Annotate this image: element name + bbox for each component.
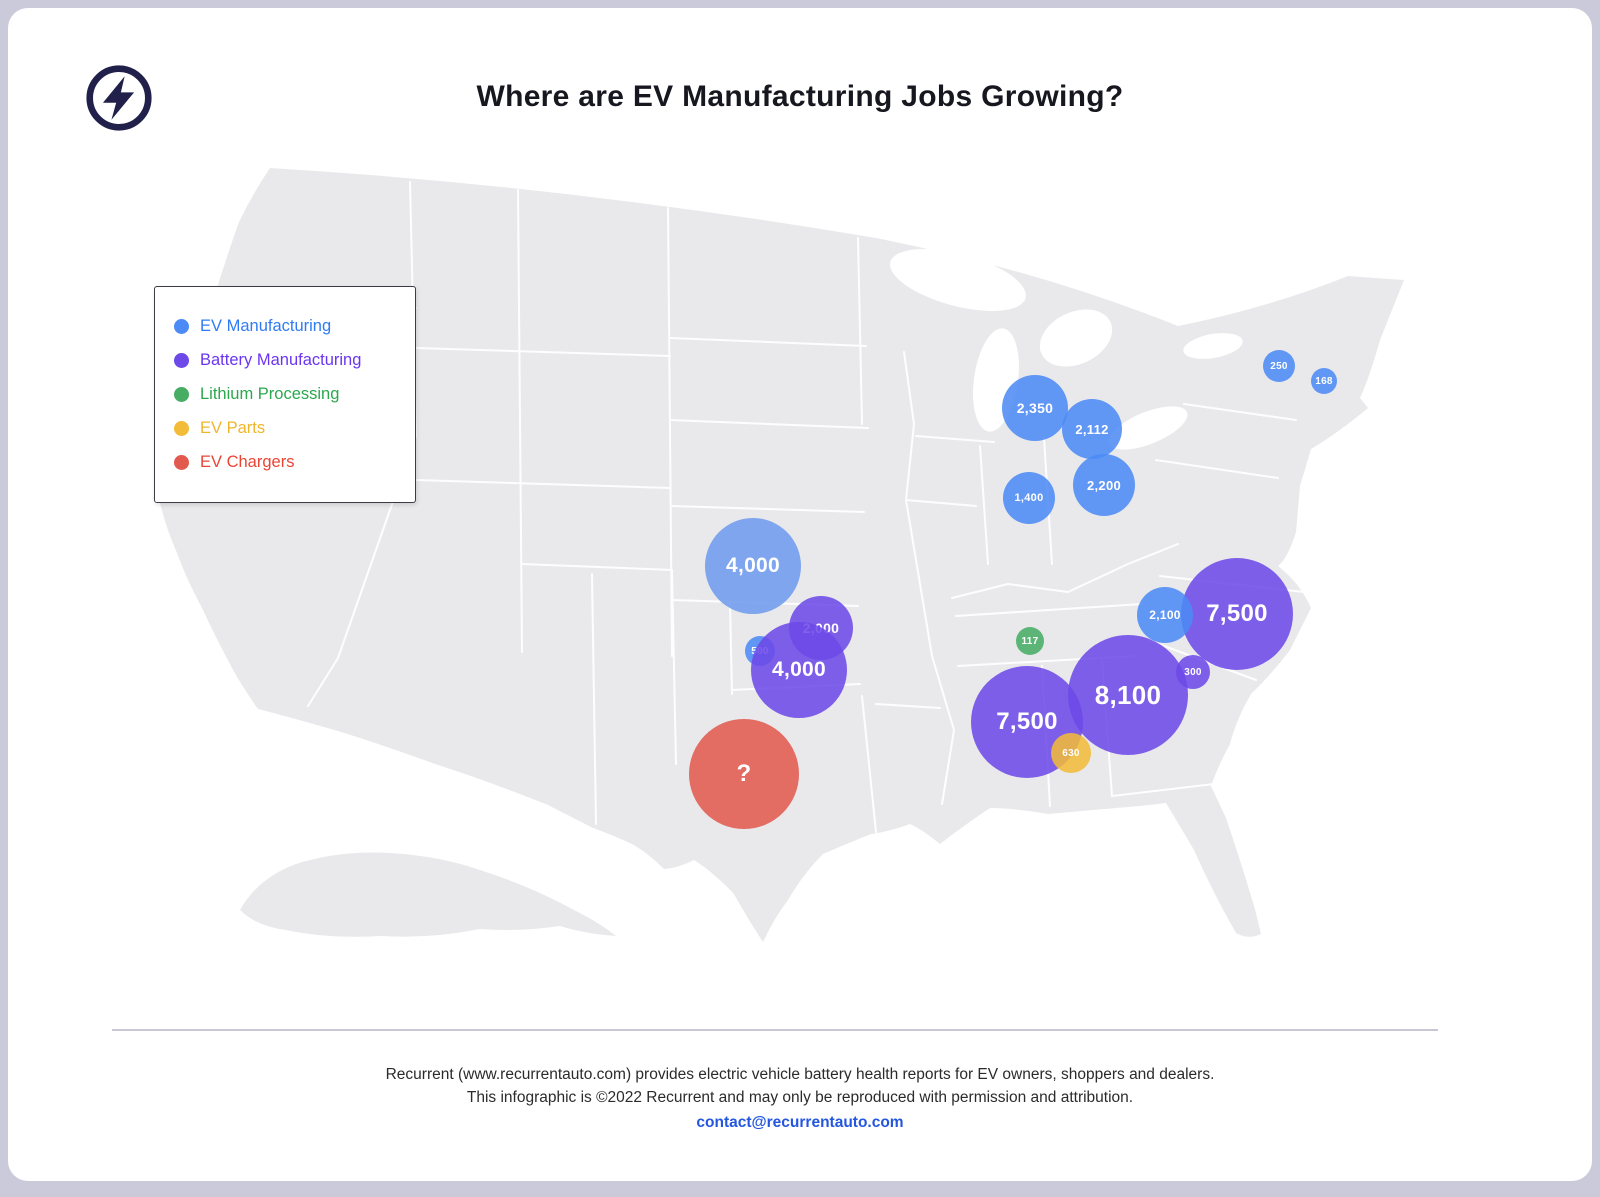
- bubble-ev_manufacturing: 168: [1311, 368, 1337, 394]
- infographic-card: Where are EV Manufacturing Jobs Growing?: [8, 8, 1592, 1181]
- bubble-value: 8,100: [1094, 679, 1162, 710]
- legend-label: Lithium Processing: [200, 385, 340, 403]
- bubble-value: 2,200: [1086, 477, 1122, 493]
- ev_parts-dot-icon: [174, 421, 189, 436]
- bubble-value: 4,000: [771, 658, 827, 681]
- contact-email-link[interactable]: contact@recurrentauto.com: [696, 1114, 904, 1131]
- bubble-value: 7,500: [1206, 600, 1268, 627]
- bubble-value: 300: [1184, 666, 1202, 678]
- lithium_processing-dot-icon: [174, 387, 189, 402]
- page-title: Where are EV Manufacturing Jobs Growing?: [476, 80, 1124, 113]
- bubble-ev_manufacturing: 4,000: [705, 518, 801, 614]
- legend-items: EV Manufacturing Battery Manufacturing Lit…: [174, 314, 396, 475]
- bubble-value: 250: [1270, 360, 1288, 372]
- footer-line-1: Recurrent (www.recurrentauto.com) provid…: [385, 1066, 1215, 1083]
- bubble-layer: 2,3502,1122,2001,4002501684,0005002,0004…: [8, 8, 1592, 1181]
- legend: EV Manufacturing Battery Manufacturing Lit…: [154, 286, 416, 503]
- legend-label: Battery Manufacturing: [200, 351, 362, 369]
- legend-item-lithium_processing: Lithium Processing: [174, 382, 396, 407]
- ev_chargers-dot-icon: [174, 455, 189, 470]
- battery_manufacturing-dot-icon: [174, 353, 189, 368]
- bubble-ev_manufacturing: 2,350: [1002, 375, 1068, 441]
- bubble-value: 4,000: [725, 554, 781, 577]
- bubble-ev_manufacturing: 250: [1263, 350, 1295, 382]
- bubble-value: 168: [1315, 375, 1333, 387]
- legend-label: EV Chargers: [200, 453, 295, 471]
- footer-divider: [112, 1029, 1438, 1031]
- bubble-ev_chargers: ?: [689, 719, 799, 829]
- bubble-value: ?: [736, 760, 752, 787]
- bubble-value: 2,350: [1016, 400, 1054, 416]
- bubble-value: 1,400: [1014, 492, 1044, 504]
- bubble-value: 630: [1062, 747, 1080, 759]
- recurrent-logo: [85, 64, 153, 132]
- bubble-battery_manufacturing: 7,500: [1181, 558, 1293, 670]
- bubble-lithium_processing: 117: [1016, 627, 1044, 655]
- bubble-value: 2,112: [1075, 421, 1109, 437]
- ev_manufacturing-dot-icon: [174, 319, 189, 334]
- bubble-battery_manufacturing: 8,100: [1068, 635, 1188, 755]
- legend-label: EV Manufacturing: [200, 317, 332, 335]
- bubble-ev_manufacturing: 2,100: [1137, 587, 1193, 643]
- legend-label: EV Parts: [200, 419, 266, 437]
- legend-item-battery_manufacturing: Battery Manufacturing: [174, 348, 396, 373]
- bubble-ev_manufacturing: 1,400: [1003, 472, 1055, 524]
- bubble-value: 117: [1021, 635, 1039, 647]
- bubble-ev_manufacturing: 2,112: [1062, 399, 1122, 459]
- legend-item-ev_chargers: EV Chargers: [174, 450, 396, 475]
- bubble-ev_parts: 630: [1051, 733, 1091, 773]
- bubble-battery_manufacturing: 4,000: [751, 622, 847, 718]
- bubble-ev_manufacturing: 2,200: [1073, 454, 1135, 516]
- bubble-value: 7,500: [996, 708, 1058, 735]
- legend-item-ev_manufacturing: EV Manufacturing: [174, 314, 396, 339]
- legend-item-ev_parts: EV Parts: [174, 416, 396, 441]
- lightning-bolt-icon: [86, 65, 152, 131]
- footer-line-2: This infographic is ©2022 Recurrent and …: [466, 1089, 1134, 1106]
- bubble-value: 2,100: [1149, 608, 1181, 622]
